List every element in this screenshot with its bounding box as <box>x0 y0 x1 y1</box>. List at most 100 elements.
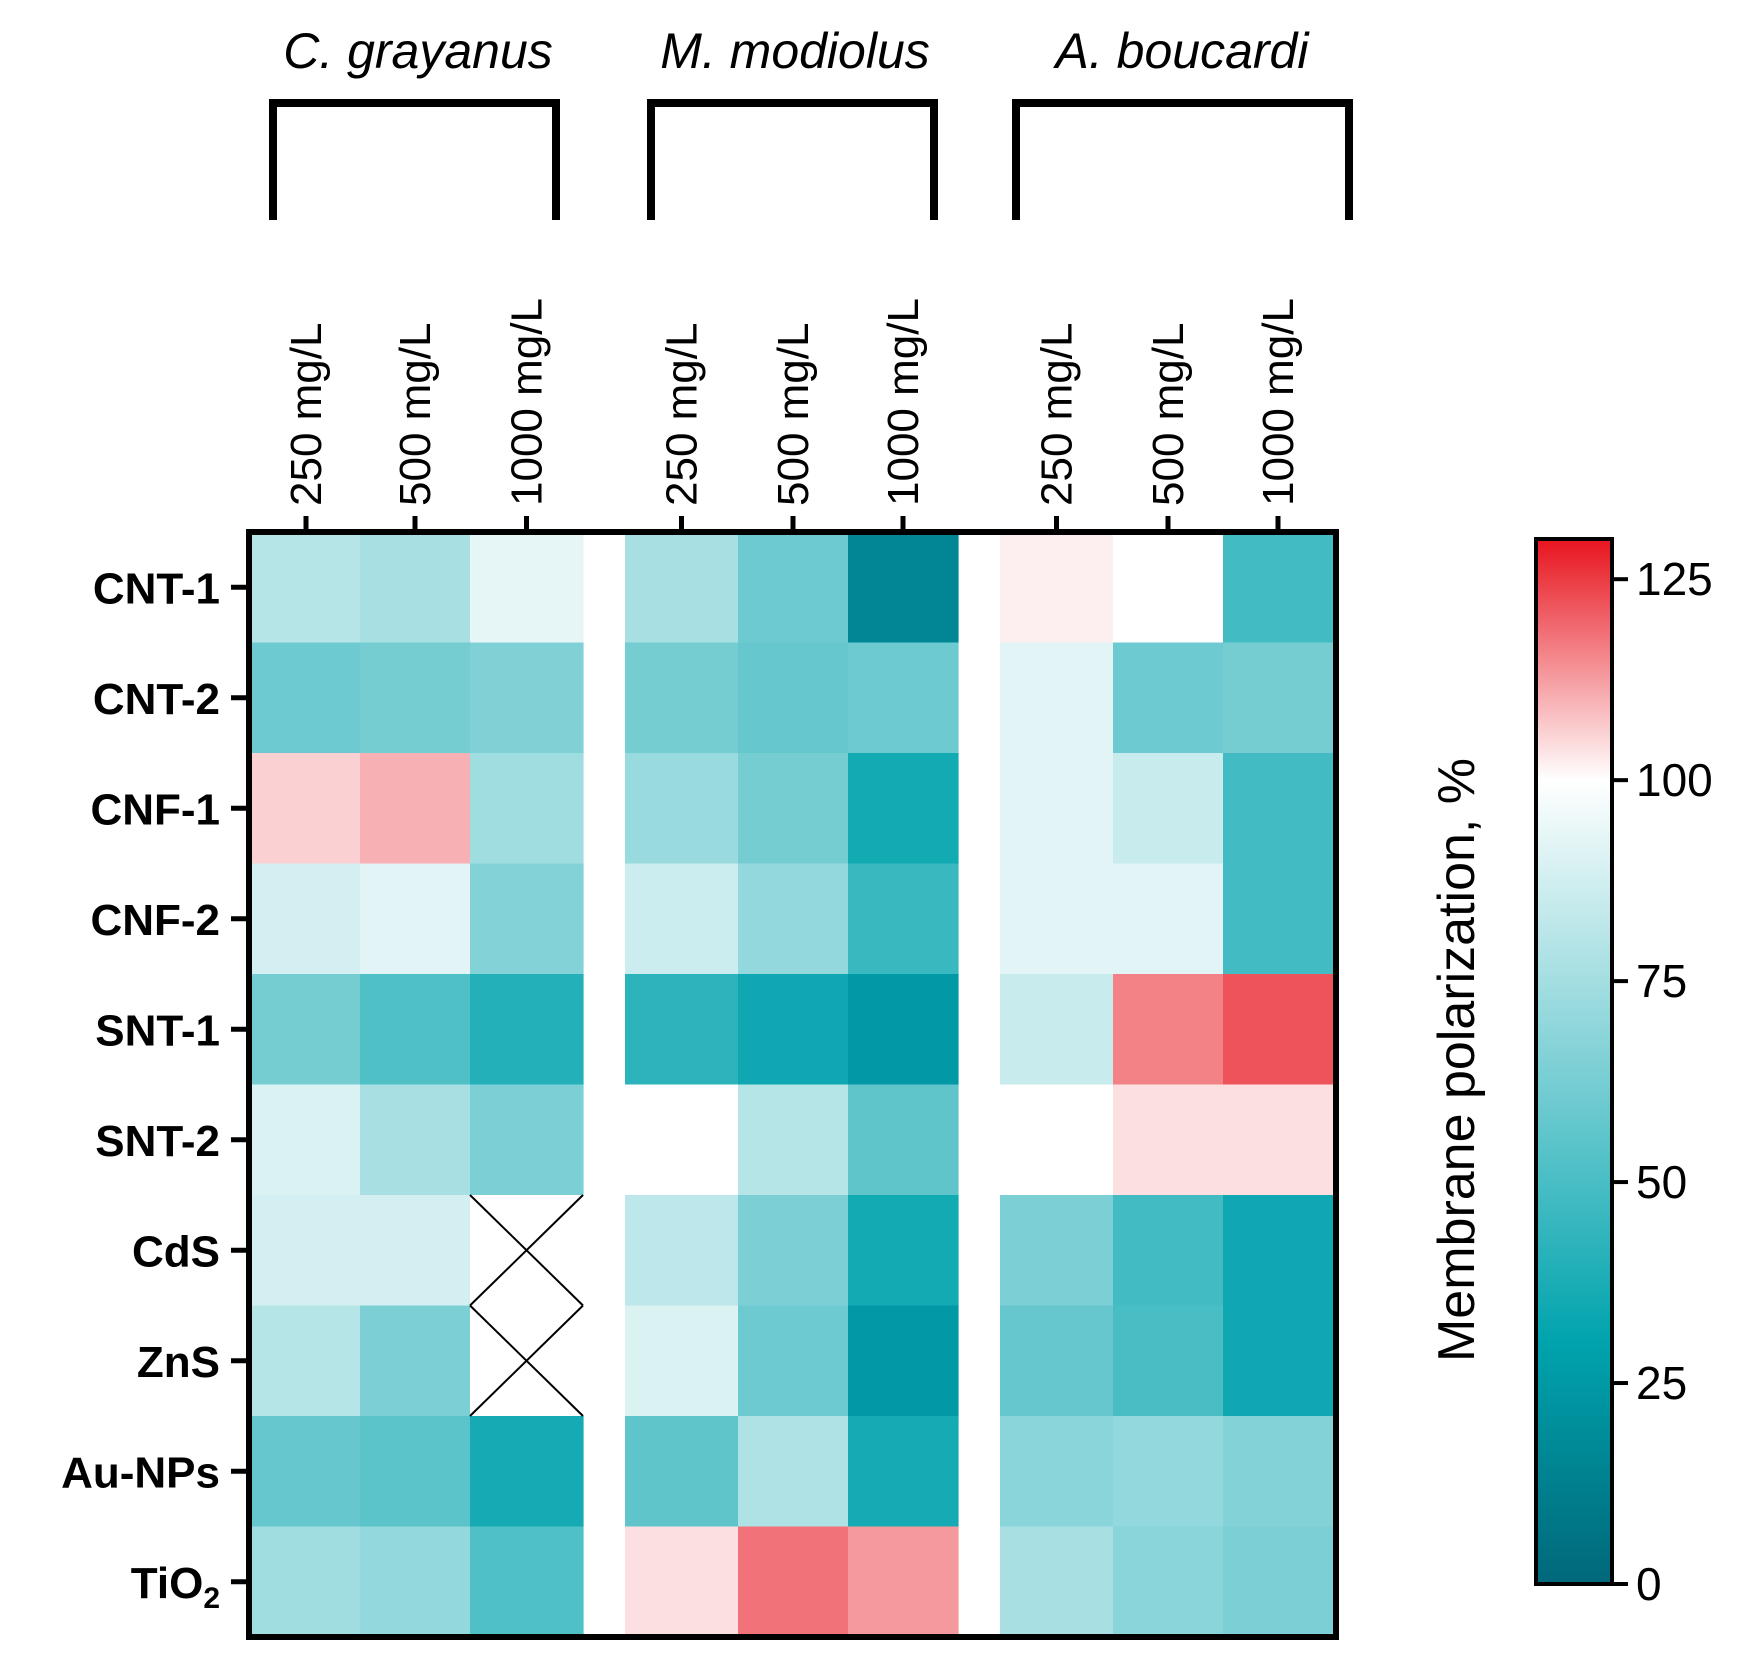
colorbar: Membrane polarization, % 0 25 50 75 100 125 <box>1428 537 1713 1610</box>
heatmap-cell <box>252 1526 361 1638</box>
heatmap-cell <box>1000 974 1114 1086</box>
heatmap-cell <box>1223 753 1334 865</box>
heatmap-cell <box>848 863 959 975</box>
heatmap-cell <box>1000 753 1114 865</box>
heatmap-cell <box>1223 642 1334 754</box>
heatmap-cell <box>625 642 739 754</box>
heatmap-cell <box>1223 974 1334 1086</box>
group-bracket <box>1012 99 1353 220</box>
missing-cross-line <box>469 1194 584 1307</box>
heatmap-cell <box>738 863 849 975</box>
heatmap-cell <box>1113 1416 1224 1528</box>
colorbar-title: Membrane polarization, % <box>1428 758 1486 1362</box>
colorbar-tick-label: 100 <box>1636 754 1713 806</box>
y-tick-label: SNT-2 <box>95 1117 220 1166</box>
heatmap-cell <box>738 642 849 754</box>
y-axis: CNT-1 CNT-2 CNF-1 CNF-2 SNT-1 SNT-2 CdS ZnS Au-N… <box>61 564 249 1615</box>
heatmap-cell <box>738 1416 849 1528</box>
heatmap-cell <box>1223 1526 1334 1638</box>
x-tick-label: 1000 mg/L <box>503 298 552 506</box>
heatmap-cell <box>1113 532 1224 644</box>
heatmap-cell <box>1000 532 1114 644</box>
y-tick-label: CdS <box>132 1227 220 1276</box>
x-tick-label: 250 mg/L <box>1033 323 1082 506</box>
heatmap-cell <box>848 532 959 644</box>
heatmap-cell <box>848 1416 959 1528</box>
heatmap-cell <box>470 1416 584 1528</box>
heatmap-cell <box>1113 642 1224 754</box>
heatmap-cell <box>252 532 361 644</box>
heatmap-cell <box>1000 1526 1114 1638</box>
heatmap-cell <box>1000 1084 1114 1196</box>
heatmap-cell <box>1113 1305 1224 1417</box>
heatmap-cell <box>252 1416 361 1528</box>
heatmap-cell <box>1113 1526 1224 1638</box>
heatmap-cell <box>360 863 471 975</box>
colorbar-tick-label: 125 <box>1636 553 1713 605</box>
y-tick-label-subscript: 2 <box>203 1582 220 1615</box>
y-tick-label: TiO2 <box>131 1559 220 1615</box>
group-label: C. grayanus <box>283 23 553 79</box>
x-tick-label: 500 mg/L <box>1144 323 1193 506</box>
heatmap-cell <box>848 642 959 754</box>
heatmap-cell <box>738 1526 849 1638</box>
heatmap-cell <box>738 974 849 1086</box>
heatmap-cell <box>738 753 849 865</box>
heatmap-cell <box>470 532 584 644</box>
heatmap-cell <box>1000 1305 1114 1417</box>
y-tick-label: CNT-1 <box>93 564 220 613</box>
group-bracket <box>269 99 560 220</box>
missing-cross-line <box>469 1304 584 1417</box>
colorbar-tick-label: 0 <box>1636 1558 1662 1610</box>
heatmap-cell <box>625 1416 739 1528</box>
colorbar-tick-label: 25 <box>1636 1357 1687 1409</box>
colorbar-tick-label: 75 <box>1636 955 1687 1007</box>
missing-value-markers <box>469 1194 584 1417</box>
group-bracket <box>647 99 938 220</box>
group-label: A. boucardi <box>1053 23 1311 79</box>
heatmap-cell <box>1000 863 1114 975</box>
x-tick-label: 250 mg/L <box>658 323 707 506</box>
heatmap-cell <box>1113 863 1224 975</box>
x-tick-label: 250 mg/L <box>282 323 331 506</box>
heatmap-cell <box>360 1305 471 1417</box>
heatmap-cell <box>625 863 739 975</box>
heatmap-cell <box>252 863 361 975</box>
heatmap-cell <box>360 1084 471 1196</box>
heatmap-cell <box>848 1305 959 1417</box>
heatmap-cell <box>848 753 959 865</box>
x-axis: 250 mg/L 500 mg/L 1000 mg/L 250 mg/L 500 mg/… <box>282 298 1303 532</box>
heatmap-cell <box>1000 1195 1114 1307</box>
heatmap-cell <box>848 1526 959 1638</box>
y-tick-label: Au-NPs <box>61 1448 220 1497</box>
y-tick-label: CNF-2 <box>90 896 220 945</box>
heatmap-cell <box>360 1195 471 1307</box>
heatmap-cell <box>625 1526 739 1638</box>
heatmap-cell <box>625 1305 739 1417</box>
heatmap-cell <box>470 1526 584 1638</box>
heatmap-cell <box>625 1195 739 1307</box>
heatmap-cell <box>848 974 959 1086</box>
heatmap-cell <box>360 753 471 865</box>
group-label: M. modiolus <box>660 23 930 79</box>
colorbar-tick-label: 50 <box>1636 1156 1687 1208</box>
heatmap-cell <box>848 1084 959 1196</box>
heatmap-cell <box>252 642 361 754</box>
colorbar-gradient <box>1534 537 1614 1586</box>
heatmap-cell <box>470 1084 584 1196</box>
x-tick-label: 500 mg/L <box>391 323 440 506</box>
heatmap-cell <box>1223 1195 1334 1307</box>
heatmap-cell <box>1113 974 1224 1086</box>
heatmap-cell <box>360 1526 471 1638</box>
heatmap-cell <box>1113 753 1224 865</box>
heatmap-cell <box>738 532 849 644</box>
heatmap-cell <box>625 532 739 644</box>
heatmap-cell <box>1113 1195 1224 1307</box>
heatmap-cell <box>738 1305 849 1417</box>
x-tick-label: 1000 mg/L <box>1254 298 1303 506</box>
heatmap-cell <box>1113 1084 1224 1196</box>
heatmap-cell <box>470 974 584 1086</box>
heatmap-cell <box>625 974 739 1086</box>
y-tick-label: SNT-1 <box>95 1006 220 1055</box>
